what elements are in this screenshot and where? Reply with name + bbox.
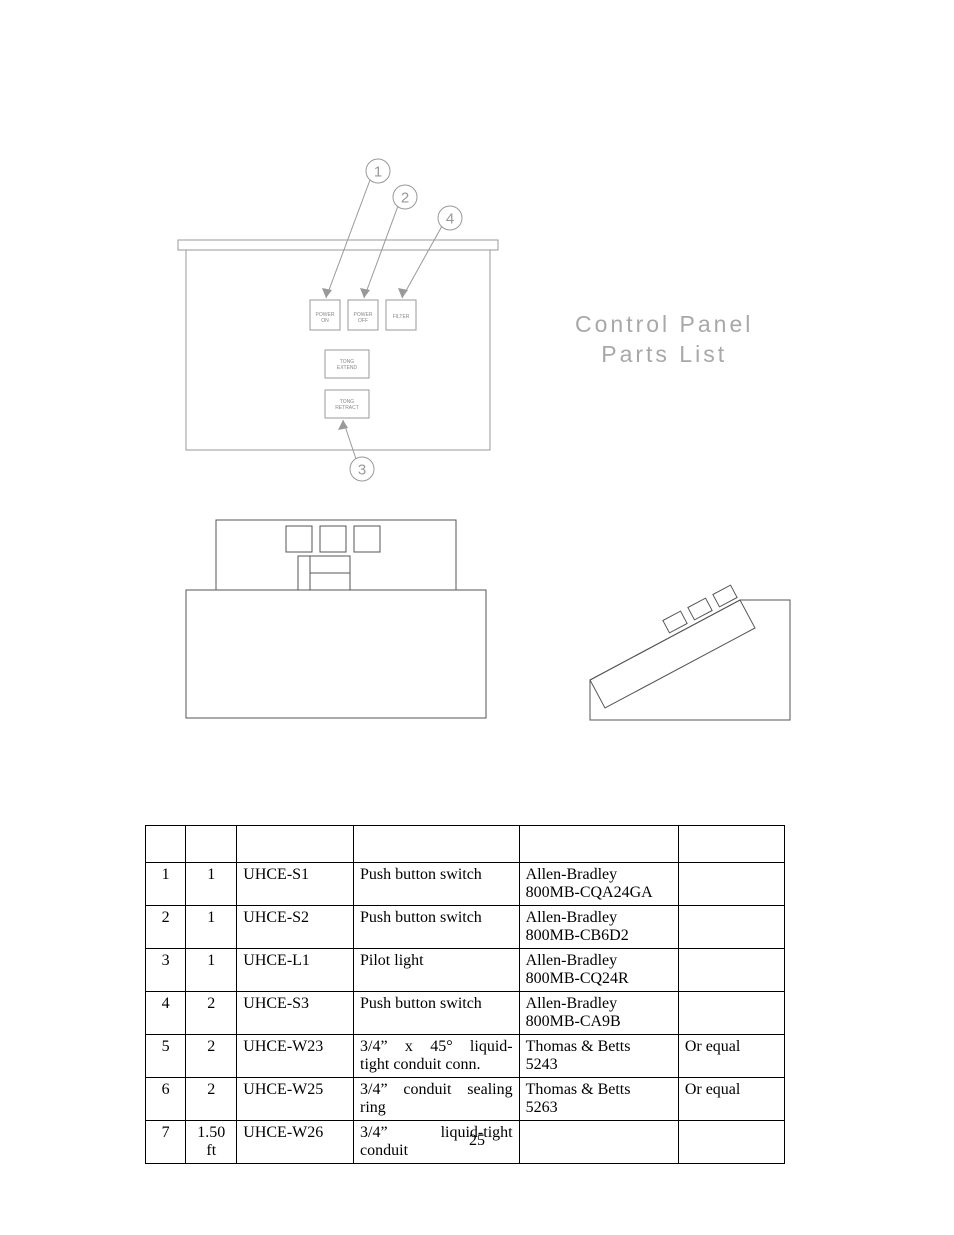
table-cell: Push button switch bbox=[354, 863, 520, 906]
table-cell: UHCE-W23 bbox=[237, 1035, 354, 1078]
table-cell bbox=[678, 992, 784, 1035]
table-cell: 2 bbox=[146, 906, 186, 949]
table-cell bbox=[678, 863, 784, 906]
table-cell bbox=[678, 906, 784, 949]
table-row: 21UHCE-S2Push button switchAllen-Bradley… bbox=[146, 906, 785, 949]
table-cell: UHCE-L1 bbox=[237, 949, 354, 992]
table-cell: 2 bbox=[186, 1035, 237, 1078]
table-cell: Thomas & Betts5263 bbox=[519, 1078, 678, 1121]
balloon-2: 2 bbox=[401, 190, 409, 207]
table-cell: UHCE-W25 bbox=[237, 1078, 354, 1121]
table-cell: Pilot light bbox=[354, 949, 520, 992]
table-cell: Thomas & Betts5243 bbox=[519, 1035, 678, 1078]
table-cell: 2 bbox=[186, 992, 237, 1035]
table-cell: Or equal bbox=[678, 1035, 784, 1078]
table-cell: UHCE-S1 bbox=[237, 863, 354, 906]
page-number: 25 bbox=[0, 1132, 954, 1150]
balloon-4: 4 bbox=[446, 211, 454, 228]
table-row: 11UHCE-S1Push button switchAllen-Bradley… bbox=[146, 863, 785, 906]
table-cell: 1 bbox=[146, 863, 186, 906]
parts-table: 11UHCE-S1Push button switchAllen-Bradley… bbox=[145, 825, 785, 1164]
label-power-off-2: OFF bbox=[358, 318, 368, 324]
label-tong-retract-2: RETRACT bbox=[335, 405, 359, 411]
title-line2: Parts List bbox=[575, 340, 753, 370]
table-cell: 5 bbox=[146, 1035, 186, 1078]
table-cell: 3/4” conduit sealingring bbox=[354, 1078, 520, 1121]
table-row: 42UHCE-S3Push button switchAllen-Bradley… bbox=[146, 992, 785, 1035]
balloon-1: 1 bbox=[374, 164, 382, 181]
figure-area: POWER ON POWER OFF FILTER TONG EXTEND TO… bbox=[170, 150, 810, 750]
figure-title: Control Panel Parts List bbox=[575, 310, 753, 370]
label-filter: FILTER bbox=[393, 314, 410, 320]
table-cell: 1 bbox=[186, 863, 237, 906]
title-line1: Control Panel bbox=[575, 310, 753, 340]
table-header-row bbox=[146, 826, 785, 863]
table-cell: 1 bbox=[186, 906, 237, 949]
label-power-on-2: ON bbox=[321, 318, 329, 324]
table-row: 31UHCE-L1Pilot lightAllen-Bradley800MB-C… bbox=[146, 949, 785, 992]
table-cell: 4 bbox=[146, 992, 186, 1035]
table-cell: Allen-Bradley800MB-CA9B bbox=[519, 992, 678, 1035]
table-cell: 2 bbox=[186, 1078, 237, 1121]
table-cell: Push button switch bbox=[354, 992, 520, 1035]
table-cell: 3/4” x 45° liquid-tight conduit conn. bbox=[354, 1035, 520, 1078]
label-tong-extend-2: EXTEND bbox=[337, 365, 358, 371]
table-cell: UHCE-S2 bbox=[237, 906, 354, 949]
table-row: 62UHCE-W253/4” conduit sealingringThomas… bbox=[146, 1078, 785, 1121]
table-cell: Allen-Bradley800MB-CQ24R bbox=[519, 949, 678, 992]
table-cell: Push button switch bbox=[354, 906, 520, 949]
table-cell: Allen-Bradley800MB-CQA24GA bbox=[519, 863, 678, 906]
table-cell bbox=[678, 949, 784, 992]
table-cell: Or equal bbox=[678, 1078, 784, 1121]
table-cell: UHCE-S3 bbox=[237, 992, 354, 1035]
table-cell: Allen-Bradley800MB-CB6D2 bbox=[519, 906, 678, 949]
table-row: 52UHCE-W233/4” x 45° liquid-tight condui… bbox=[146, 1035, 785, 1078]
table-cell: 6 bbox=[146, 1078, 186, 1121]
balloon-3: 3 bbox=[358, 462, 366, 479]
table-cell: 3 bbox=[146, 949, 186, 992]
table-cell: 1 bbox=[186, 949, 237, 992]
